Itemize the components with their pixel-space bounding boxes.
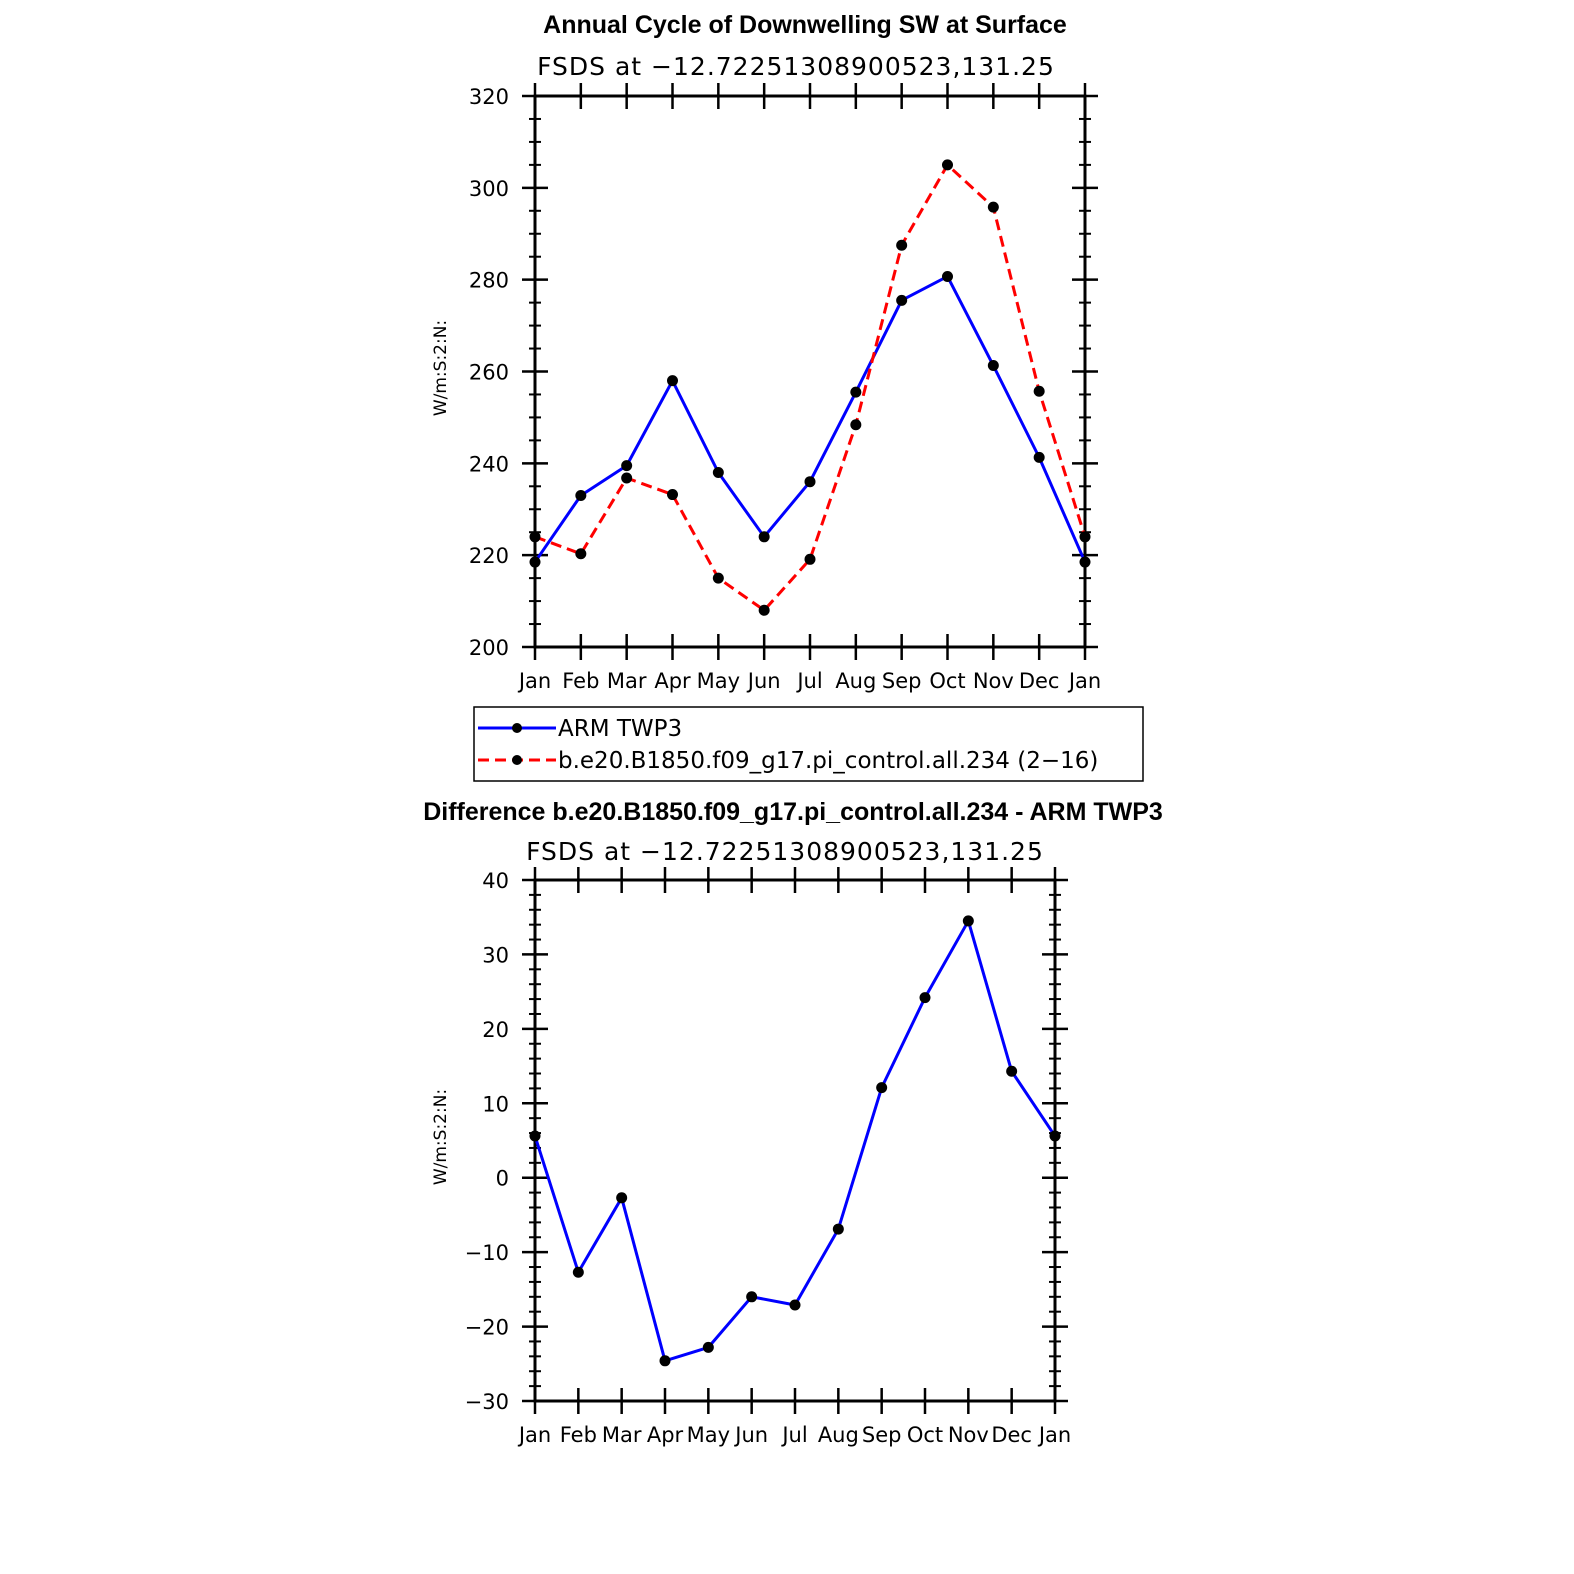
y-tick-label: 40	[482, 869, 509, 893]
data-point-1	[621, 472, 633, 484]
data-point-0	[832, 1223, 844, 1235]
data-point-0	[789, 1299, 801, 1311]
data-point-0	[529, 1130, 541, 1142]
plot-series	[529, 915, 1061, 1367]
data-point-1	[529, 531, 541, 543]
y-tick-label: 220	[469, 544, 509, 568]
legend-box	[473, 706, 1144, 782]
data-point-0	[919, 992, 931, 1004]
y-tick-label: 320	[469, 85, 509, 109]
data-point-0	[667, 375, 678, 387]
data-point-0	[529, 556, 541, 568]
data-point-0	[572, 1266, 584, 1278]
data-point-1	[987, 201, 999, 213]
data-point-0	[804, 476, 816, 488]
x-tick-label: Apr	[654, 669, 691, 693]
y-tick-label: −10	[465, 1241, 509, 1265]
chart-title: Difference b.e20.B1850.f09_g17.pi_contro…	[423, 798, 1163, 826]
y-tick-label: 200	[469, 636, 509, 660]
data-point-0	[758, 531, 770, 543]
x-tick-label: Sep	[862, 1423, 902, 1447]
data-point-0	[1079, 556, 1091, 568]
x-tick-label: Jan	[1037, 1423, 1071, 1447]
y-tick-label: 10	[482, 1092, 509, 1116]
data-point-0	[987, 360, 999, 372]
x-tick-label: Sep	[882, 669, 922, 693]
data-point-0	[712, 467, 724, 479]
data-point-1	[1079, 531, 1091, 543]
y-tick-label: 0	[496, 1167, 509, 1191]
chart-title: Annual Cycle of Downwelling SW at Surfac…	[543, 11, 1067, 39]
data-point-0	[616, 1192, 628, 1204]
x-tick-label: Mar	[602, 1423, 642, 1447]
data-point-0	[702, 1341, 714, 1353]
x-tick-label: Jul	[780, 1423, 807, 1447]
difference-chart: Difference b.e20.B1850.f09_g17.pi_contro…	[423, 798, 1163, 1447]
y-axis-label: W/m:S:2:N:	[431, 320, 451, 416]
legend-label-model: b.e20.B1850.f09_g17.pi_control.all.234 (…	[558, 748, 1098, 774]
x-tick-label: Oct	[929, 669, 965, 693]
legend-marker-model	[512, 755, 522, 765]
y-tick-label: −30	[465, 1390, 509, 1414]
x-tick-label: Jun	[733, 1423, 768, 1447]
x-tick-label: Jan	[517, 669, 551, 693]
y-tick-label: 30	[482, 943, 509, 967]
data-point-1	[712, 572, 724, 584]
x-tick-label: May	[697, 669, 740, 693]
annual-cycle-chart: Annual Cycle of Downwelling SW at Surfac…	[431, 11, 1144, 782]
plot-series	[529, 159, 1091, 616]
data-point-0	[1006, 1065, 1018, 1077]
x-tick-label: Jul	[795, 669, 822, 693]
data-point-1	[1033, 385, 1045, 397]
data-point-0	[962, 915, 974, 927]
x-tick-label: Mar	[607, 669, 647, 693]
y-tick-label: −20	[465, 1316, 509, 1340]
data-point-1	[667, 489, 678, 501]
data-point-0	[942, 270, 953, 282]
y-axis-label: W/m:S:2:N:	[431, 1089, 451, 1185]
chart-subtitle: FSDS at −12.72251308900523,131.25	[526, 837, 1044, 866]
x-tick-label: Apr	[647, 1423, 684, 1447]
data-point-1	[942, 159, 953, 171]
data-point-1	[896, 239, 908, 251]
x-tick-label: Jan	[1067, 669, 1101, 693]
chart-subtitle: FSDS at −12.72251308900523,131.25	[537, 52, 1055, 81]
data-point-1	[575, 548, 587, 560]
data-point-0	[659, 1355, 671, 1367]
data-point-0	[621, 460, 633, 472]
data-point-1	[850, 419, 862, 431]
y-tick-label: 260	[469, 361, 509, 385]
y-tick-label: 300	[469, 177, 509, 201]
x-tick-label: Nov	[948, 1423, 989, 1447]
x-tick-label: Aug	[818, 1423, 859, 1447]
data-point-1	[804, 553, 816, 565]
legend-marker-arm	[512, 723, 522, 733]
x-tick-label: Feb	[560, 1423, 597, 1447]
x-tick-label: Feb	[562, 669, 599, 693]
data-point-0	[876, 1082, 888, 1094]
legend: ARM TWP3 b.e20.B1850.f09_g17.pi_control.…	[473, 706, 1144, 782]
x-tick-label: Oct	[907, 1423, 943, 1447]
x-tick-label: Aug	[835, 669, 876, 693]
y-tick-label: 20	[482, 1018, 509, 1042]
x-tick-label: Dec	[1019, 669, 1060, 693]
data-point-0	[746, 1291, 758, 1303]
y-tick-label: 240	[469, 452, 509, 476]
plot-axes: 200 220 240 260 280 300 320 Jan Feb Mar Apr May Jun J…	[469, 83, 1101, 693]
x-tick-label: Dec	[991, 1423, 1032, 1447]
y-tick-label: 280	[469, 269, 509, 293]
x-tick-label: May	[687, 1423, 730, 1447]
legend-label-arm: ARM TWP3	[558, 716, 682, 742]
data-point-1	[758, 604, 770, 616]
data-point-0	[1049, 1130, 1061, 1142]
data-point-0	[575, 489, 587, 501]
data-point-0	[1033, 451, 1045, 463]
x-tick-label: Jun	[746, 669, 781, 693]
data-point-0	[896, 294, 908, 306]
x-tick-label: Nov	[973, 669, 1014, 693]
x-tick-label: Jan	[517, 1423, 551, 1447]
data-point-0	[850, 386, 862, 398]
